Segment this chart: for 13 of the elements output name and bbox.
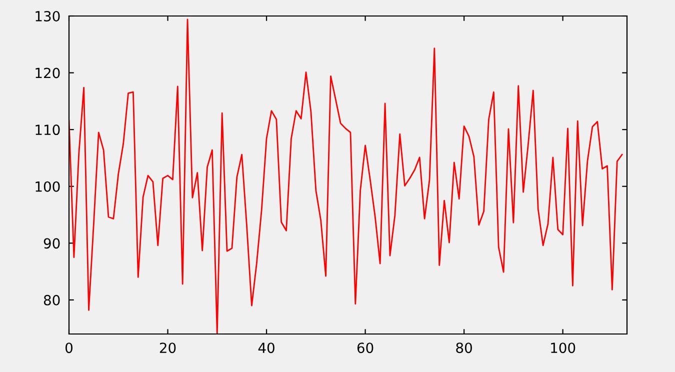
y-tick-label: 130 [36,10,60,22]
y-tick-label: 120 [36,68,60,78]
y-tick-label: 80 [44,294,60,306]
x-tick-label: 40 [258,342,274,354]
x-tick-label: 60 [357,342,374,354]
x-tick-label: 80 [456,342,472,354]
y-tick-label: 100 [36,181,60,192]
y-tick-label: 90 [44,238,60,249]
x-tick-label: 100 [551,342,576,354]
line-series [69,18,623,334]
y-tick-label: 110 [36,124,60,136]
x-tick-label: 0 [65,342,72,354]
x-tick-label: 20 [160,342,176,354]
